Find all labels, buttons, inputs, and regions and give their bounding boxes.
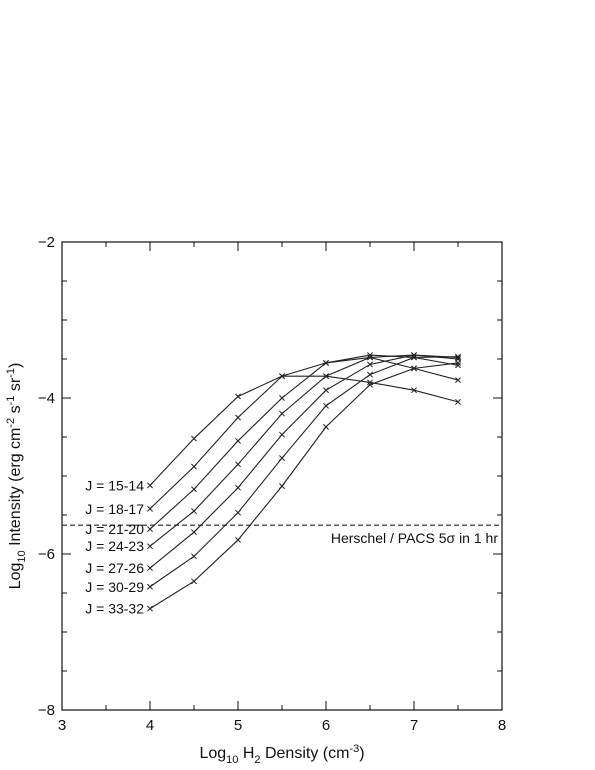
- data-point-marker: [147, 526, 153, 532]
- series-6: J = 30-29: [85, 353, 461, 595]
- data-point-marker: [191, 463, 197, 470]
- data-point-marker: [455, 354, 461, 361]
- plot-frame: [61, 241, 503, 711]
- data-point-marker: [191, 578, 197, 585]
- data-point-marker: [411, 387, 417, 394]
- data-point-marker: [147, 543, 153, 550]
- series-line: [149, 356, 459, 510]
- series-label: J = 18-17: [85, 501, 144, 517]
- data-point-marker: [147, 605, 153, 612]
- data-point-marker: [191, 529, 197, 536]
- data-point-marker: [323, 359, 329, 366]
- x-tick-label: 6: [322, 717, 330, 734]
- series-line: [149, 354, 459, 547]
- data-point-marker: [191, 435, 197, 442]
- data-point-marker: [279, 431, 285, 438]
- series-group: J = 15-14 J = 18-17 J = 21-20J = 24-23 J = …: [85, 352, 461, 617]
- x-tick-label: 8: [498, 717, 506, 734]
- data-point-marker: [147, 583, 153, 590]
- series-label: J = 21-20: [85, 521, 144, 537]
- series-label: J = 30-29: [85, 579, 144, 595]
- data-point-marker: [235, 437, 241, 444]
- data-point-marker: [147, 505, 153, 512]
- data-point-marker: [367, 354, 373, 361]
- data-point-marker: [235, 461, 241, 468]
- series-label: J = 15-14: [85, 477, 144, 493]
- series-5: J = 27-26: [85, 352, 461, 576]
- series-line: [149, 354, 459, 530]
- data-point-marker: [279, 410, 285, 417]
- data-point-marker: [191, 486, 197, 493]
- data-point-marker: [235, 509, 241, 516]
- series-7: J = 33-32: [85, 359, 461, 617]
- y-tick-label: −8: [38, 702, 55, 719]
- series-1: J = 15-14: [85, 373, 461, 493]
- data-point-marker: [191, 508, 197, 515]
- x-tick-label: 4: [146, 717, 154, 734]
- x-tick-label: 3: [58, 717, 66, 734]
- data-point-marker: [455, 359, 461, 366]
- data-point-marker: [279, 455, 285, 462]
- series-line: [149, 375, 459, 486]
- data-point-marker: [367, 361, 373, 368]
- series-label: J = 33-32: [85, 601, 144, 617]
- series-line: [149, 354, 459, 569]
- data-point-marker: [147, 482, 153, 489]
- series-line: [149, 362, 459, 610]
- x-axis-title: Log10 H2 Density (cm-3): [199, 743, 364, 766]
- herschel-pacs-label: Herschel / PACS 5σ in 1 hr: [331, 530, 498, 546]
- data-point-marker: [279, 373, 285, 380]
- data-point-marker: [147, 565, 153, 571]
- series-line: [149, 356, 459, 588]
- data-point-marker: [235, 414, 241, 421]
- data-point-marker: [323, 402, 329, 409]
- data-point-marker: [411, 354, 417, 361]
- data-point-marker: [455, 377, 461, 384]
- x-tick-label: 5: [234, 717, 242, 734]
- data-point-marker: [367, 371, 373, 378]
- data-point-marker: [367, 381, 373, 388]
- y-tick-label: −2: [38, 234, 55, 251]
- x-tick-label: 7: [410, 717, 418, 734]
- y-tick-label: −4: [38, 390, 55, 407]
- data-point-marker: [235, 537, 241, 543]
- series-4: J = 24-23: [85, 352, 461, 554]
- data-point-marker: [411, 365, 417, 372]
- data-point-marker: [279, 483, 285, 490]
- data-point-marker: [323, 373, 329, 380]
- series-label: J = 24-23: [85, 538, 144, 554]
- data-point-marker: [411, 352, 417, 359]
- data-point-marker: [455, 353, 461, 360]
- data-point-marker: [235, 393, 241, 400]
- data-point-marker: [323, 423, 329, 430]
- data-point-marker: [191, 553, 197, 560]
- tick-labels: 3 4 5 6 7 8 −8 −6 −4 −2: [38, 234, 506, 734]
- data-point-marker: [323, 387, 329, 394]
- y-tick-label: −6: [38, 546, 55, 563]
- y-axis-title: Log10 Intensity (erg cm-2 s-1 sr-1): [5, 363, 28, 590]
- series-label: J = 27-26: [85, 560, 144, 576]
- data-point-marker: [279, 395, 285, 401]
- data-point-marker: [235, 484, 241, 491]
- axis-ticks: [61, 241, 503, 711]
- data-point-marker: [455, 398, 461, 405]
